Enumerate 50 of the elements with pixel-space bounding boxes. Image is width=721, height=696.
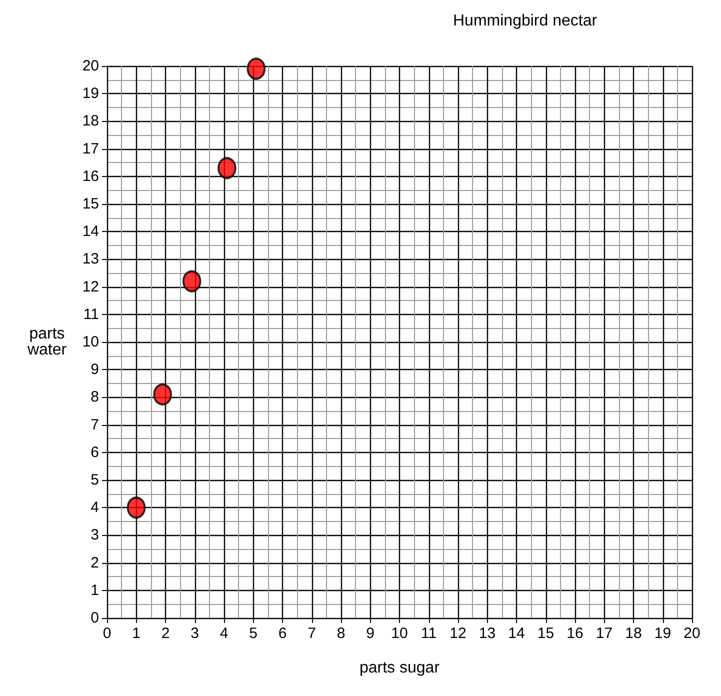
y-tick-label: 4: [90, 499, 99, 516]
y-tick-label: 8: [90, 388, 99, 406]
x-tick-label: 2: [161, 625, 170, 642]
y-tick-label: 2: [90, 554, 99, 572]
y-axis-title: parts water: [26, 326, 68, 358]
y-tick-label: 0: [90, 610, 99, 626]
x-tick-label: 3: [190, 625, 199, 642]
y-tick-label: 5: [90, 472, 99, 488]
x-tick-label: 16: [566, 625, 584, 642]
x-tick-label: 0: [102, 625, 112, 642]
x-tick-label: 12: [450, 625, 466, 642]
y-tick-label: 14: [82, 223, 99, 240]
x-tick-label: 10: [391, 625, 408, 642]
y-tick-label: 1: [90, 582, 99, 599]
x-tick-label: 20: [684, 625, 700, 642]
x-tick-label: 5: [249, 625, 258, 642]
y-tick-label: 12: [82, 278, 99, 296]
x-tick-label: 8: [336, 625, 346, 642]
x-tick-label: 15: [537, 625, 554, 642]
point: [217, 157, 236, 180]
point: [153, 383, 172, 406]
x-axis-title: parts sugar: [359, 660, 440, 676]
y-tick-label: 9: [90, 361, 99, 378]
x-tick-label: 17: [596, 625, 613, 642]
x-tick-label: 6: [278, 625, 287, 642]
x-tick-label: 11: [420, 625, 437, 642]
y-tick-label: 13: [82, 250, 99, 268]
x-tick-label: 1: [132, 625, 140, 642]
y-tick-label: 6: [90, 444, 99, 461]
x-tick-label: 14: [508, 625, 525, 642]
x-tick-label: 9: [366, 625, 374, 642]
y-tick-label: 17: [82, 140, 99, 158]
y-tick-label: 15: [82, 196, 99, 212]
x-tick-label: 4: [220, 625, 228, 642]
x-tick-label: 7: [308, 625, 316, 642]
point: [246, 58, 266, 80]
point: [182, 270, 202, 292]
point: [126, 496, 146, 519]
y-tick-label: 10: [82, 334, 99, 350]
y-tick-label: 20: [82, 58, 99, 74]
y-tick-label: 3: [90, 526, 99, 544]
y-tick-label: 19: [82, 85, 99, 102]
y-tick-label: 18: [82, 112, 99, 130]
y-tick-label: 11: [83, 306, 99, 323]
x-tick-label: 13: [478, 625, 496, 642]
x-tick-label: 19: [654, 625, 672, 642]
chart-title: Hummingbird nectar: [453, 12, 598, 30]
y-tick-label: 16: [82, 168, 99, 185]
x-tick-label: 18: [625, 625, 642, 642]
y-tick-label: 7: [90, 416, 99, 434]
